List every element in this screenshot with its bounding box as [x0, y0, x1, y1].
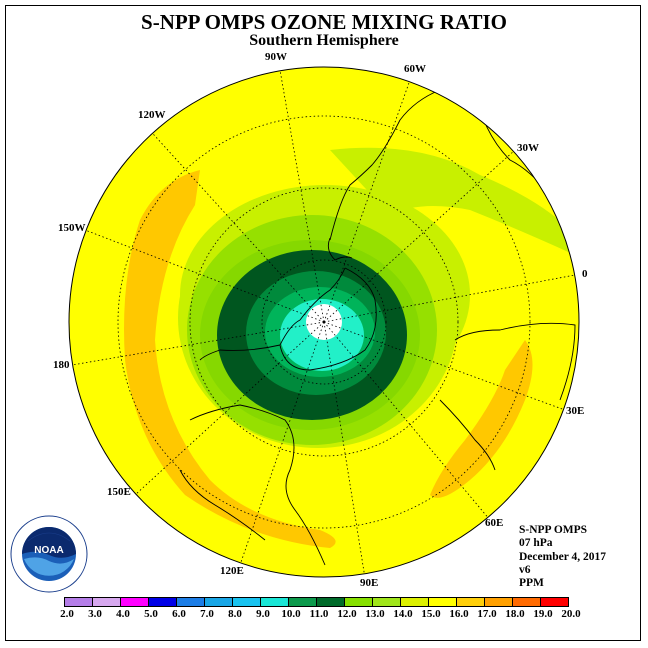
lon-label-150w: 150W	[58, 222, 86, 234]
colorbar-segment	[148, 597, 177, 607]
lon-label-120w: 120W	[138, 109, 166, 121]
colorbar-tick-label: 19.0	[533, 608, 553, 620]
colorbar-segment	[428, 597, 457, 607]
map-boundary	[68, 66, 580, 578]
colorbar-tick-label: 13.0	[365, 608, 385, 620]
colorbar-tick-label: 10.0	[281, 608, 301, 620]
info-version: v6	[519, 563, 531, 576]
lon-label-90w: 90W	[265, 51, 287, 63]
colorbar-tick-label: 9.0	[256, 608, 270, 620]
lon-label-0: 0	[582, 268, 588, 280]
colorbar-segment	[92, 597, 121, 607]
ozone-region-16-17-west	[124, 170, 336, 548]
map-title: S-NPP OMPS OZONE MIXING RATIO	[141, 10, 507, 34]
colorbar-segment	[512, 597, 541, 607]
meridians	[71, 69, 576, 577]
colorbar-tick-label: 14.0	[393, 608, 413, 620]
colorbar-tick-label: 2.0	[60, 608, 74, 620]
colorbar-tick-label: 17.0	[477, 608, 497, 620]
colorbar-segment	[344, 597, 373, 607]
colorbar-tick-label: 16.0	[449, 608, 469, 620]
colorbar-segment	[204, 597, 233, 607]
colorbar-tick-label: 3.0	[88, 608, 102, 620]
colorbar-segment	[120, 597, 149, 607]
map-subtitle: Southern Hemisphere	[249, 32, 399, 49]
colorbar-tick-label: 8.0	[228, 608, 242, 620]
colorbar-segment	[484, 597, 513, 607]
info-date: December 4, 2017	[519, 550, 606, 563]
colorbar-segment	[176, 597, 205, 607]
colorbar-tick-label: 7.0	[200, 608, 214, 620]
info-instrument: S-NPP OMPS	[519, 524, 588, 536]
info-level: 07 hPa	[519, 537, 553, 550]
plot-frame	[5, 5, 641, 641]
lon-label-60w: 60W	[404, 63, 426, 75]
noaa-logo-text: NOAA	[34, 545, 63, 556]
colorbar-tick-label: 15.0	[421, 608, 441, 620]
colorbar-tick-label: 4.0	[116, 608, 130, 620]
coastlines	[94, 88, 576, 566]
colorbar-segment	[64, 597, 93, 607]
noaa-logo: NOAA	[10, 515, 88, 593]
colorbar-segment	[540, 597, 569, 607]
info-block: S-NPP OMPS 07 hPa December 4, 2017 v6 PP…	[519, 524, 606, 590]
ozone-region-16-17-east	[430, 340, 533, 498]
lon-label-30e: 30E	[566, 405, 585, 417]
colorbar-tick-label: 20.0	[561, 608, 581, 620]
lon-label-30w: 30W	[517, 142, 539, 154]
colorbar-segment	[456, 597, 485, 607]
lon-label-60e: 60E	[485, 517, 504, 529]
ozone-region-14-15-east	[330, 147, 575, 255]
lon-label-120e: 120E	[220, 565, 244, 577]
lon-label-180: 180	[53, 359, 70, 371]
colorbar-tick-label: 12.0	[337, 608, 357, 620]
info-units: PPM	[519, 577, 544, 590]
colorbar-segment	[372, 597, 401, 607]
latitude-circles	[117, 115, 531, 529]
colorbar-tick-label: 5.0	[144, 608, 158, 620]
colorbar-segment	[400, 597, 429, 607]
colorbar-tick-label: 11.0	[309, 608, 329, 620]
colorbar-segment	[232, 597, 261, 607]
colorbar-segment	[316, 597, 345, 607]
lon-label-150e: 150E	[107, 486, 131, 498]
colorbar-segment	[260, 597, 289, 607]
lon-label-90e: 90E	[360, 577, 379, 589]
colorbar-tick-label: 6.0	[172, 608, 186, 620]
colorbar-segment	[288, 597, 317, 607]
colorbar-tick-label: 18.0	[505, 608, 525, 620]
